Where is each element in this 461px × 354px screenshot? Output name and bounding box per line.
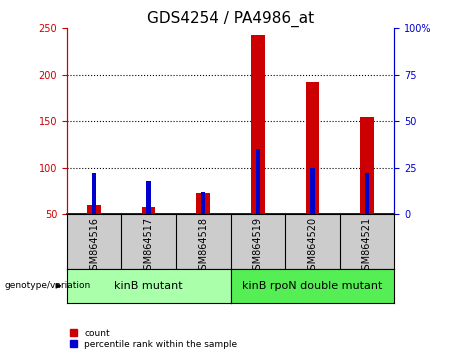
Bar [196,193,210,214]
Bar [142,207,155,214]
Bar [255,149,260,214]
Bar [92,173,96,214]
Text: kinB mutant: kinB mutant [114,281,183,291]
Bar [147,181,151,214]
Bar [360,116,374,214]
Text: genotype/variation: genotype/variation [5,281,91,290]
Title: GDS4254 / PA4986_at: GDS4254 / PA4986_at [147,11,314,27]
Legend: count, percentile rank within the sample: count, percentile rank within the sample [69,328,238,349]
Bar [251,35,265,214]
Bar [201,192,206,214]
Text: GSM864517: GSM864517 [144,217,154,276]
Text: GSM864518: GSM864518 [198,217,208,276]
Text: kinB rpoN double mutant: kinB rpoN double mutant [242,281,383,291]
Bar [306,82,319,214]
Text: GSM864521: GSM864521 [362,217,372,276]
Text: GSM864516: GSM864516 [89,217,99,276]
Bar [310,168,314,214]
Bar [87,205,101,214]
Text: GSM864520: GSM864520 [307,217,317,276]
Bar [365,173,369,214]
Text: GSM864519: GSM864519 [253,217,263,276]
